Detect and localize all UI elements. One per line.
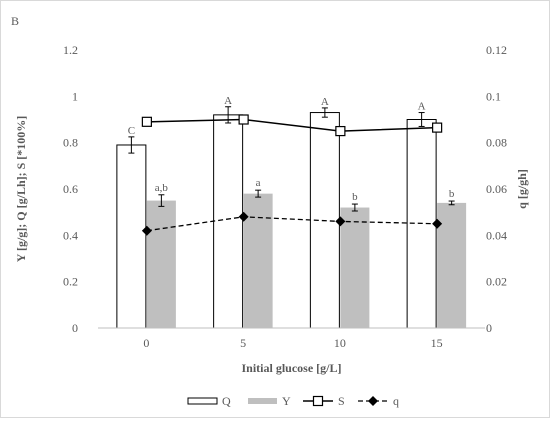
marker-s [238, 114, 249, 125]
x-tick-label: 5 [240, 336, 246, 350]
letter-y: a,b [155, 182, 169, 194]
y2-axis-title: q [g/gh] [515, 169, 529, 209]
y-tick-label: 0.6 [63, 182, 78, 196]
significance-letters: C A A Aa,b a b b [128, 95, 455, 203]
legend-label-q-rate: q [393, 394, 399, 408]
x-tick-label: 15 [431, 336, 443, 350]
y2-tick-label: 0.04 [486, 228, 507, 242]
x-tick-label: 10 [334, 336, 346, 350]
marker-q [141, 225, 152, 236]
letter-q: A [321, 96, 329, 108]
legend-marker-s [312, 395, 324, 407]
bar-y [340, 207, 370, 328]
letter-q: C [128, 125, 135, 137]
x-axis-title: Initial glucose [g/L] [241, 361, 341, 375]
y2-tick-label: 0.02 [486, 275, 507, 289]
y-tick-label: 0 [72, 321, 78, 335]
series-q-rate-line [141, 211, 443, 236]
bar-q [213, 114, 244, 329]
y2-tick-label: 0.1 [486, 89, 501, 103]
line-q [146, 216, 438, 232]
legend-label-s: S [338, 394, 345, 408]
legend-label-y: Y [282, 394, 291, 408]
x-axis-ticks: 0 5 10 15 [143, 336, 442, 350]
bar-y [146, 200, 176, 328]
letter-y: a [256, 177, 261, 189]
series-q-bars [116, 106, 437, 329]
y2-tick-label: 0.06 [486, 182, 507, 196]
y-tick-label: 0.2 [63, 275, 78, 289]
y2-tick-label: 0 [486, 321, 492, 335]
y-axis-title: Y [g/g]; Q [g/Lh]; S [*100%] [14, 116, 28, 263]
legend-swatch-q [187, 397, 218, 405]
bar-y [243, 193, 273, 328]
panel-label: B [11, 14, 19, 28]
letter-q: A [224, 95, 232, 107]
legend-label-q: Q [222, 394, 231, 408]
series-s-line [141, 114, 443, 137]
y-axis-ticks: 0 0.2 0.4 0.6 0.8 1 1.2 [63, 43, 78, 335]
y-tick-label: 1.2 [63, 43, 78, 57]
bar-y [437, 202, 467, 328]
letter-q: A [418, 101, 426, 113]
marker-q [238, 211, 249, 222]
y-tick-label: 0.4 [63, 228, 78, 242]
letter-y: b [352, 191, 358, 203]
y2-tick-label: 0.08 [486, 136, 507, 150]
marker-s [141, 116, 152, 127]
legend-marker-q [368, 396, 378, 406]
marker-s [432, 122, 443, 133]
legend-swatch-y [248, 398, 277, 404]
letter-y: b [449, 188, 455, 200]
marker-s [335, 125, 346, 137]
y2-axis-ticks: 0 0.02 0.04 0.06 0.08 0.1 0.12 [486, 43, 507, 335]
y-tick-label: 0.8 [63, 136, 78, 150]
marker-q [335, 216, 346, 227]
y-tick-label: 1 [72, 89, 78, 103]
marker-q [432, 218, 443, 229]
bar-q [116, 144, 147, 329]
line-s [146, 118, 438, 132]
x-tick-label: 0 [143, 336, 149, 350]
y2-tick-label: 0.12 [486, 43, 507, 57]
